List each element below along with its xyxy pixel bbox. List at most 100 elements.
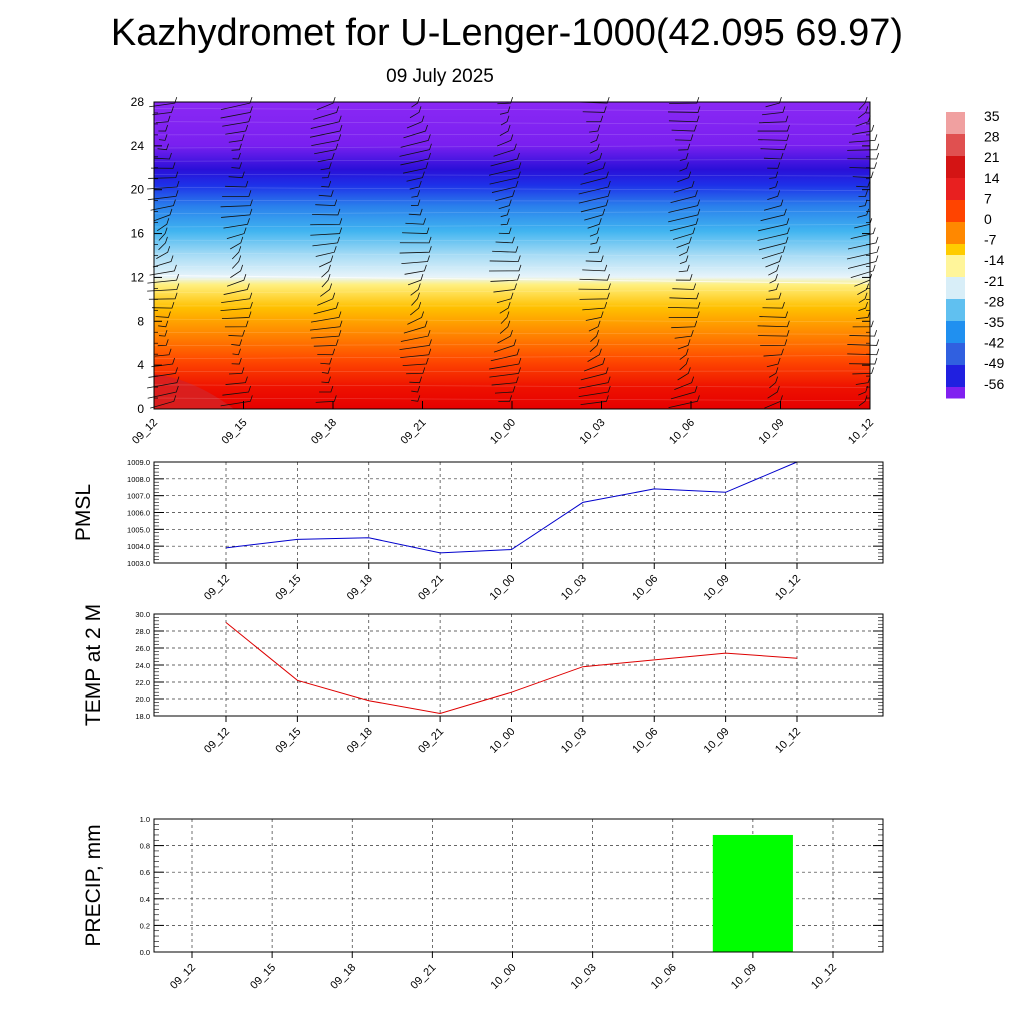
wind-barb — [147, 274, 179, 284]
wind-barb — [403, 320, 428, 334]
wind-barb — [768, 367, 779, 378]
wind-barb — [762, 106, 786, 116]
temp-y-tick-label: 22.0 — [135, 678, 150, 687]
wind-barb — [158, 329, 168, 337]
wind-barb — [668, 311, 700, 318]
wind-barb — [220, 302, 253, 311]
wind-barb — [847, 255, 879, 269]
wind-barb — [769, 274, 778, 284]
wind-barb — [769, 376, 779, 389]
wind-barb — [584, 357, 606, 372]
wind-barb — [311, 329, 342, 339]
wind-barb — [858, 385, 869, 396]
wind-barb — [158, 236, 168, 251]
wind-barb — [321, 180, 332, 188]
wind-barb — [578, 283, 611, 290]
wind-barb — [146, 376, 180, 389]
wind-barb — [150, 395, 177, 409]
wind-barb — [679, 348, 689, 360]
wind-barb — [858, 395, 868, 407]
wind-barb — [857, 106, 869, 119]
wind-barb — [400, 329, 431, 342]
wind-barb — [231, 246, 242, 260]
pmsl-panel: 1003.0 1004.0 1005.0 1006.0 1007.0 1008.0 1009… — [72, 458, 884, 603]
wind-barb — [846, 246, 880, 260]
wind-barb — [497, 329, 513, 344]
wind-barb — [579, 274, 610, 281]
wind-barb — [406, 171, 425, 182]
wind-barb — [399, 143, 432, 157]
isotherm-contour — [153, 253, 871, 257]
colorbar-label: 21 — [984, 149, 1000, 165]
wind-barb — [579, 292, 610, 300]
wind-barb — [500, 208, 510, 218]
wind-barb — [852, 124, 875, 135]
pmsl-x-tick-label: 10_00 — [488, 573, 518, 603]
precip-y-tick-label: 0.6 — [140, 868, 150, 877]
precip-y-tick-label: 0.8 — [140, 842, 150, 851]
wind-barb — [150, 162, 176, 169]
wind-barb — [671, 320, 698, 329]
wind-barb — [768, 264, 780, 276]
wind-barb — [849, 329, 878, 337]
wind-barb — [500, 311, 510, 324]
wind-barb — [151, 357, 175, 368]
precip-x-tick-label: 10_06 — [649, 962, 679, 992]
wind-barb — [149, 96, 178, 108]
wind-barb — [229, 236, 244, 250]
wind-barb — [313, 302, 339, 315]
wind-barb — [587, 152, 603, 165]
wind-barb — [499, 302, 511, 314]
isotherm-contour — [153, 266, 871, 268]
temp-x-tick-label: 09_15 — [273, 726, 303, 756]
wind-barb — [404, 264, 427, 275]
heatmap-y-tick-label: 8 — [137, 314, 144, 328]
precip-panel: 0.0 0.2 0.4 0.6 0.8 1.0 09_12 09_15 09_18 09_21 10… — [82, 815, 884, 992]
wind-barb — [674, 329, 694, 339]
precip-x-tick-label: 09_12 — [168, 962, 198, 992]
wind-barb — [585, 311, 604, 321]
isotherm-contour — [153, 121, 871, 125]
wind-barb — [158, 227, 168, 241]
colorbar-box — [946, 255, 965, 267]
wind-barb — [149, 264, 177, 276]
temp-x-tick-label: 10_09 — [702, 726, 732, 756]
heatmap-x-tick-label: 10_06 — [667, 417, 697, 447]
wind-barb — [677, 171, 692, 183]
wind-barb — [763, 152, 784, 160]
wind-barb — [496, 134, 514, 147]
colorbar-label: -14 — [984, 252, 1004, 268]
wind-barb — [679, 255, 689, 265]
isotherm-contour — [153, 343, 871, 346]
wind-barb — [668, 199, 700, 213]
isotherm-contour — [153, 355, 871, 359]
wind-barb — [156, 246, 171, 259]
wind-barb — [232, 152, 241, 160]
precip-y-tick-label: 0.4 — [140, 895, 150, 904]
wind-barb — [315, 246, 337, 257]
wind-barb — [669, 292, 699, 300]
wind-barb — [411, 385, 421, 393]
temp-y-tick-label: 28.0 — [135, 627, 150, 636]
wind-barb — [152, 255, 174, 268]
wind-barb — [410, 283, 421, 296]
wind-barb — [220, 106, 253, 119]
pmsl-x-tick-label: 09_15 — [273, 573, 303, 603]
heatmap-field — [154, 102, 870, 409]
colorbar-box — [946, 178, 965, 190]
wind-barb — [578, 385, 611, 397]
wind-barb — [312, 208, 341, 216]
wind-barb — [757, 320, 790, 328]
wind-barb — [223, 283, 250, 295]
wind-barb — [155, 311, 171, 318]
wind-barb — [850, 264, 876, 279]
colorbar-box — [946, 211, 965, 223]
pmsl-y-tick-label: 1005.0 — [127, 525, 150, 534]
wind-barb — [674, 376, 695, 391]
wind-barb — [223, 218, 250, 229]
colorbar-label: -21 — [984, 273, 1004, 289]
wind-barb — [153, 208, 173, 222]
wind-barb — [852, 320, 874, 328]
colorbar-label: 7 — [984, 190, 992, 206]
wind-barb — [582, 106, 607, 113]
